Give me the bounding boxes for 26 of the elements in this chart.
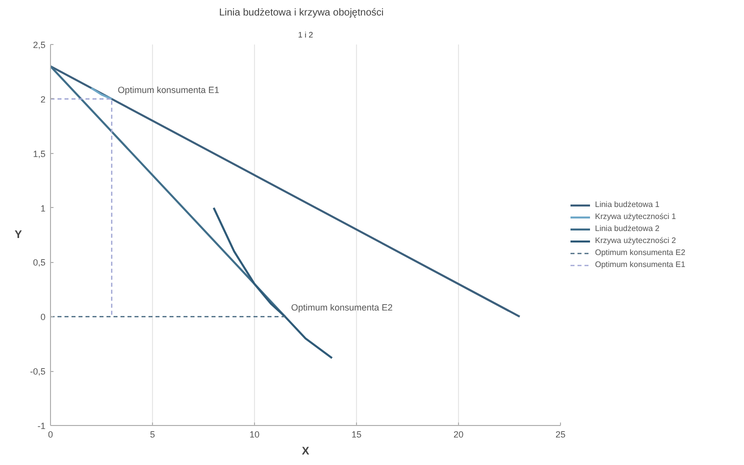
legend-label: Optimum konsumenta E2: [595, 247, 686, 258]
y-tick-label: -1: [38, 421, 46, 431]
annotation: Optimum konsumenta E1: [118, 84, 220, 95]
y-tick-label: 0,5: [32, 258, 46, 268]
x-tick-label: 15: [351, 430, 362, 440]
legend-label: Optimum konsumenta E1: [595, 259, 686, 270]
chart-subtitle: 1 i 2: [298, 30, 314, 40]
x-axis-title: X: [302, 446, 310, 458]
y-axis-title: Y: [14, 229, 23, 241]
y-tick-label: -0,5: [30, 366, 46, 377]
annotation: Optimum konsumenta E2: [291, 302, 393, 313]
y-tick-label: 0: [40, 312, 46, 322]
x-tick-label: 10: [249, 430, 260, 440]
legend-label: Krzywa użyteczności 2: [595, 235, 676, 246]
chart-title: Linia budżetowa i krzywa obojętności: [219, 8, 384, 18]
x-tick-label: 5: [150, 430, 156, 440]
y-tick-label: 2,5: [32, 40, 46, 50]
legend-label: Krzywa użyteczności 1: [595, 211, 676, 222]
x-tick-label: 0: [48, 430, 54, 440]
legend-label: Linia budżetowa 1: [595, 199, 660, 210]
y-tick-label: 2: [40, 94, 46, 104]
legend-label: Linia budżetowa 2: [595, 223, 660, 234]
y-tick-label: 1,5: [32, 148, 46, 159]
x-tick-label: 20: [453, 430, 464, 440]
x-tick-label: 25: [555, 430, 566, 440]
y-tick-label: 1: [40, 203, 46, 214]
